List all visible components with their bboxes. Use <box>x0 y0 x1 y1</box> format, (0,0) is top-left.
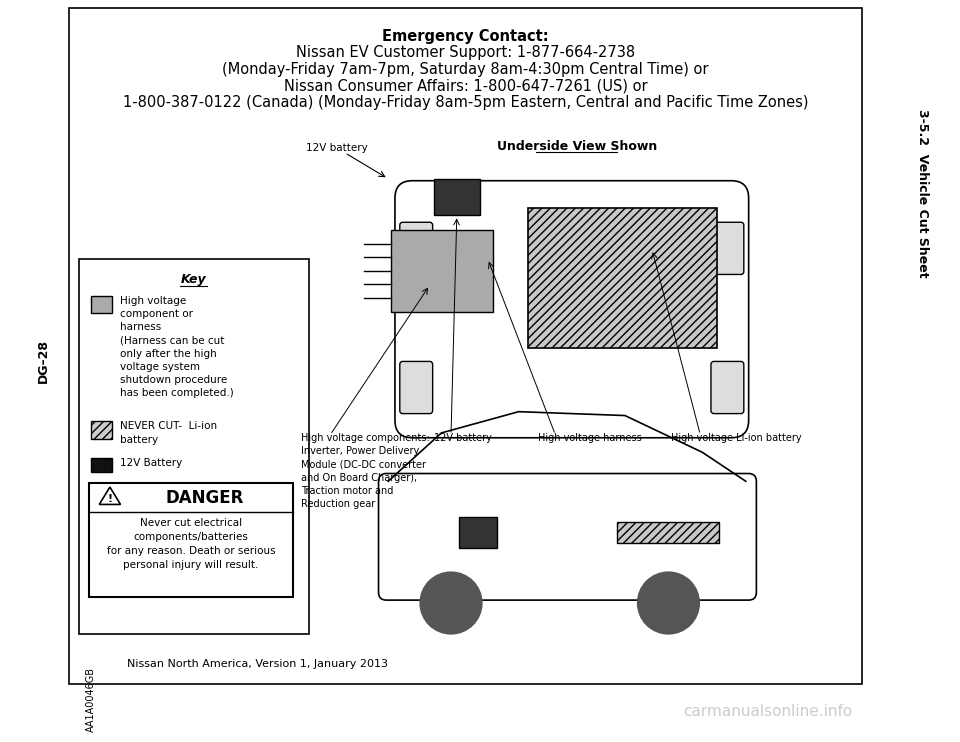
FancyBboxPatch shape <box>399 361 433 413</box>
Bar <box>391 230 492 312</box>
Text: Underside View Shown: Underside View Shown <box>496 140 657 153</box>
FancyBboxPatch shape <box>395 181 749 438</box>
Text: carmanualsonline.info: carmanualsonline.info <box>683 703 852 718</box>
Bar <box>69 7 862 684</box>
Bar <box>90 296 111 313</box>
Bar <box>88 483 294 597</box>
Text: 12V Battery: 12V Battery <box>120 458 181 468</box>
Text: (Monday-Friday 7am-7pm, Saturday 8am-4:30pm Central Time) or: (Monday-Friday 7am-7pm, Saturday 8am-4:3… <box>223 62 708 77</box>
FancyBboxPatch shape <box>711 223 744 275</box>
Bar <box>90 421 111 439</box>
Text: High voltage Li-ion battery: High voltage Li-ion battery <box>671 433 802 443</box>
Text: DG–28: DG–28 <box>36 339 50 384</box>
Text: Nissan EV Customer Support: 1-877-664-2738: Nissan EV Customer Support: 1-877-664-27… <box>296 45 636 60</box>
Text: 12V battery: 12V battery <box>306 143 368 153</box>
Bar <box>79 259 309 634</box>
Text: NEVER CUT-  Li-ion
battery: NEVER CUT- Li-ion battery <box>120 421 217 444</box>
Text: Key: Key <box>181 272 206 286</box>
FancyBboxPatch shape <box>399 223 433 275</box>
Bar <box>90 458 111 472</box>
Polygon shape <box>99 487 121 505</box>
Text: High voltage
component or
harness
(Harness can be cut
only after the high
voltag: High voltage component or harness (Harne… <box>120 296 233 398</box>
Bar <box>434 179 480 215</box>
Circle shape <box>420 572 482 634</box>
Text: High voltage harness: High voltage harness <box>538 433 641 443</box>
Text: 1-800-387-0122 (Canada) (Monday-Friday 8am-5pm Eastern, Central and Pacific Time: 1-800-387-0122 (Canada) (Monday-Friday 8… <box>123 95 808 110</box>
Text: 12V battery: 12V battery <box>434 433 492 443</box>
Bar <box>617 522 719 543</box>
Text: Never cut electrical
components/batteries
for any reason. Death or serious
perso: Never cut electrical components/batterie… <box>107 518 276 570</box>
Text: !: ! <box>108 493 112 504</box>
Text: DANGER: DANGER <box>165 489 244 507</box>
Bar <box>528 208 717 348</box>
Text: Nissan North America, Version 1, January 2013: Nissan North America, Version 1, January… <box>128 659 388 669</box>
Text: High voltage components:
Inverter, Power Delivery
Module (DC-DC converter
and On: High voltage components: Inverter, Power… <box>301 433 430 509</box>
Text: AA1A0046GB: AA1A0046GB <box>85 667 96 732</box>
FancyBboxPatch shape <box>378 473 756 600</box>
Text: 3-5.2  Vehicle Cut Sheet: 3-5.2 Vehicle Cut Sheet <box>916 109 929 278</box>
Text: Emergency Contact:: Emergency Contact: <box>382 29 549 44</box>
Circle shape <box>637 572 700 634</box>
FancyBboxPatch shape <box>711 361 744 413</box>
Text: Nissan Consumer Affairs: 1-800-647-7261 (US) or: Nissan Consumer Affairs: 1-800-647-7261 … <box>284 78 647 93</box>
Bar <box>459 517 497 548</box>
